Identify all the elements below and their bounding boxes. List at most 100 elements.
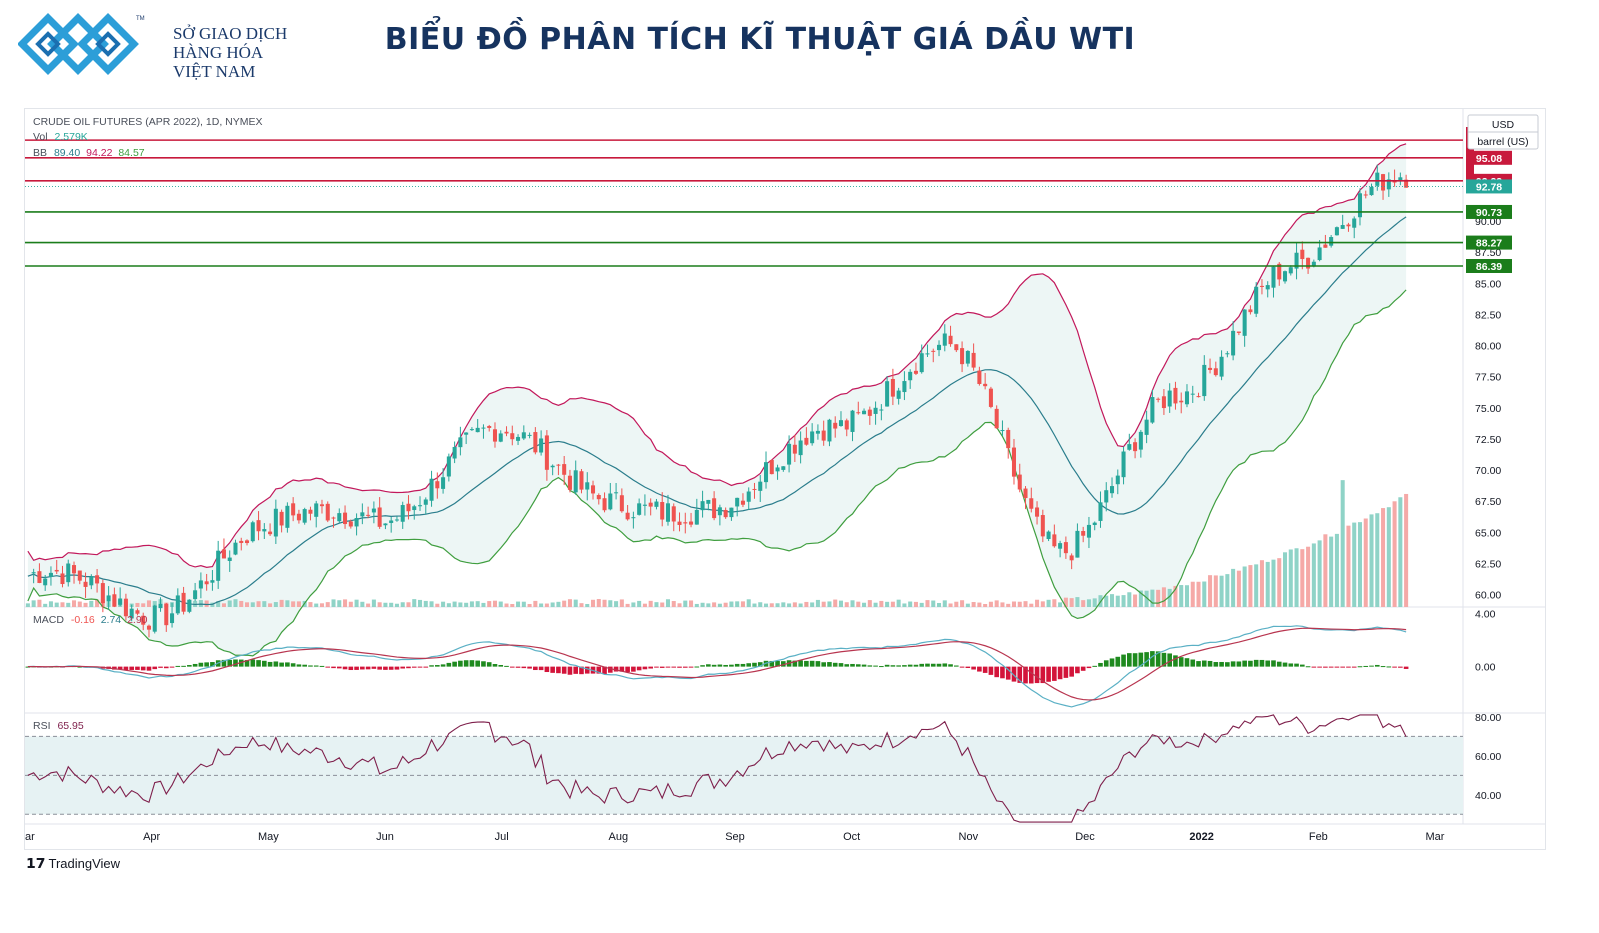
volume-bar [965, 603, 970, 607]
candle-body [1144, 419, 1149, 435]
volume-bar [291, 601, 296, 607]
volume-bar [262, 601, 267, 607]
candle-body [1075, 530, 1080, 558]
volume-bar [579, 603, 584, 607]
macd-histogram-bar [463, 660, 469, 667]
candle-body [1404, 179, 1409, 188]
candle-body [619, 495, 624, 512]
macd-histogram-bar [285, 662, 290, 667]
candle-body [977, 370, 982, 384]
macd-histogram-bar [140, 666, 146, 671]
candle-body [827, 419, 832, 442]
candle-body [475, 427, 480, 433]
rsi-label: RSI [33, 720, 51, 732]
volume-bar [1196, 581, 1201, 607]
macd-histogram-bar [1253, 659, 1259, 667]
volume-bar [873, 602, 878, 607]
macd-histogram-bar [1369, 665, 1374, 667]
macd-histogram-bar [1086, 666, 1092, 669]
candle-body [204, 581, 209, 585]
rsi-legend: RSI 65.95 [33, 720, 84, 732]
price-label-0: 95.08 [1476, 153, 1502, 165]
candle-body [1329, 237, 1334, 246]
candle-body [469, 429, 474, 431]
volume-bar [475, 601, 480, 607]
candle-body [856, 412, 861, 414]
candle-body [844, 420, 849, 430]
volume-bar [573, 599, 578, 607]
candle-body [867, 409, 872, 416]
volume-bar [487, 601, 492, 607]
macd-histogram-bar [319, 665, 325, 667]
currency-label[interactable]: USD [1492, 119, 1515, 131]
candle-body [314, 503, 319, 517]
candle-body [590, 485, 596, 494]
volume-bar [798, 603, 803, 607]
volume-bar [1046, 599, 1051, 607]
volume-bar [896, 599, 901, 607]
tradingview-branding[interactable]: 𝟭𝟳 TradingView [26, 855, 120, 872]
macd-histogram-bar [809, 660, 815, 667]
volume-bar [763, 603, 769, 607]
volume-bar [931, 600, 936, 607]
volume-bar [285, 600, 290, 607]
candle-body [285, 505, 290, 528]
candle-body [562, 464, 567, 475]
candle-body [1386, 179, 1391, 190]
volume-bar [71, 600, 77, 607]
candle-body [769, 459, 774, 475]
unit-label[interactable]: barrel (US) [1477, 136, 1528, 148]
candle-body [66, 563, 71, 583]
macd-histogram-bar [1034, 666, 1040, 684]
macd-histogram-bar [521, 666, 527, 669]
volume-bar [821, 601, 826, 607]
macd-histogram-bar [210, 662, 215, 667]
tradingview-name: TradingView [48, 856, 121, 871]
candle-body [210, 580, 215, 583]
macd-histogram-bar [1230, 661, 1236, 667]
candle-body [1306, 257, 1311, 269]
macd-histogram-bar [550, 666, 555, 673]
volume-bar [66, 602, 71, 607]
volume-bar [758, 602, 763, 607]
volume-bar [988, 601, 993, 607]
price-label-5: 86.39 [1476, 261, 1502, 273]
macd-histogram-bar [1052, 666, 1057, 681]
candle-body [1248, 309, 1253, 313]
candle-body [77, 570, 82, 581]
volume-bar [619, 599, 624, 607]
macd-histogram-bar [198, 662, 204, 667]
candle-body [931, 350, 936, 352]
volume-bar [810, 602, 815, 607]
price-label-4: 88.27 [1476, 238, 1502, 250]
candle-body [360, 512, 365, 517]
macd-histogram-bar [729, 664, 734, 667]
price-tick-label: 80.00 [1475, 341, 1501, 353]
candle-body [942, 333, 947, 346]
macd-histogram-bar [671, 666, 677, 668]
volume-bar [1063, 597, 1068, 607]
candle-body [1311, 261, 1316, 267]
candle-body [244, 540, 250, 544]
volume-bar [504, 603, 509, 607]
macd-histogram-bar [175, 665, 181, 667]
volume-bar [994, 600, 999, 607]
candle-body [642, 504, 647, 506]
volume-bar [1023, 601, 1028, 607]
macd-histogram-bar [1403, 666, 1409, 669]
candle-body [1150, 397, 1155, 423]
volume-bar [1329, 536, 1334, 607]
volume-bar [700, 602, 705, 607]
candle-body [198, 580, 203, 589]
candle-body [665, 503, 671, 522]
macd-histogram-bar [1080, 666, 1086, 671]
candle-body [550, 465, 555, 468]
macd-histogram-bar [1317, 666, 1322, 668]
volume-bar [406, 602, 411, 607]
volume-bar [556, 601, 561, 607]
macd-histogram-bar [256, 660, 261, 667]
volume-bar [1144, 590, 1149, 607]
candle-body [1288, 267, 1293, 274]
candle-body [954, 344, 959, 351]
macd-histogram-bar [1023, 666, 1028, 684]
